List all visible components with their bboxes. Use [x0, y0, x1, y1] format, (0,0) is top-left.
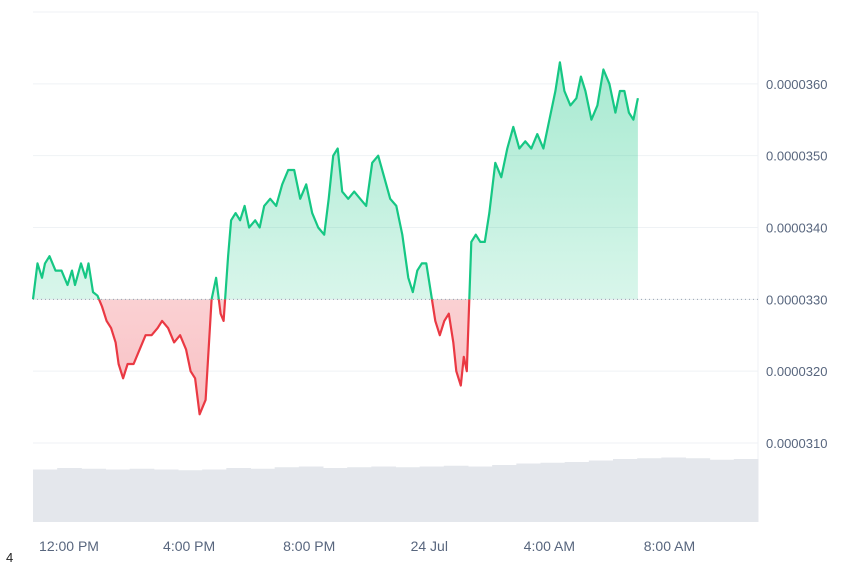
volume-bar — [323, 468, 348, 522]
volume-bar — [661, 457, 686, 522]
y-tick-label: 0.0000320 — [766, 364, 827, 379]
volume-bar — [443, 465, 469, 522]
area-above-baseline — [33, 62, 638, 300]
volume-bar — [274, 467, 300, 522]
area-below-baseline — [99, 299, 470, 415]
x-tick-label: 12:00 PM — [39, 538, 99, 554]
price-areas — [33, 62, 638, 415]
volume-bar — [178, 470, 203, 522]
volume-bar — [395, 467, 421, 522]
x-tick-label: 8:00 PM — [283, 538, 335, 554]
x-tick-label: 8:00 AM — [644, 538, 695, 554]
volume-bar — [637, 458, 662, 522]
y-tick-label: 0.0000310 — [766, 436, 827, 451]
x-tick-label: 4:00 AM — [524, 538, 575, 554]
volume-bar — [202, 469, 227, 522]
price-lines — [31, 61, 639, 416]
volume-bar — [540, 462, 566, 522]
volume-bar — [613, 459, 638, 522]
volume-bar — [33, 469, 58, 522]
volume-bars — [33, 457, 759, 522]
x-axis: 12:00 PM 4:00 PM 8:00 PM 24 Jul 4:00 AM 8:00 … — [39, 538, 695, 554]
volume-bar — [468, 466, 493, 522]
y-tick-label: 0.0000360 — [766, 77, 827, 92]
volume-bar — [492, 465, 517, 522]
volume-bar — [298, 466, 324, 522]
volume-bar — [105, 469, 131, 522]
volume-bar — [129, 468, 155, 522]
volume-bar — [588, 460, 614, 522]
volume-bar — [250, 468, 276, 522]
price-line-down — [33, 299, 471, 416]
x-tick-label: 4:00 PM — [163, 538, 215, 554]
volume-bar — [153, 469, 179, 522]
y-tick-label: 0.0000340 — [766, 220, 827, 235]
volume-bar — [564, 462, 590, 522]
footnote: 4 — [6, 550, 14, 565]
volume-bar — [57, 468, 82, 522]
volume-bar — [347, 467, 372, 522]
volume-bar — [81, 468, 106, 522]
volume-bar — [685, 458, 711, 522]
x-tick-label: 24 Jul — [411, 538, 448, 554]
volume-bar — [733, 459, 759, 522]
volume-bar — [516, 463, 541, 522]
y-axis: 0.0000310 0.0000320 0.0000330 0.0000340 0.00… — [766, 77, 827, 451]
volume-bar — [371, 466, 396, 522]
volume-bar — [226, 468, 251, 522]
y-tick-label: 0.0000350 — [766, 149, 827, 164]
volume-bar — [419, 466, 445, 522]
y-tick-label: 0.0000330 — [766, 292, 827, 307]
price-line-up — [31, 61, 639, 300]
volume-bar — [709, 459, 735, 522]
